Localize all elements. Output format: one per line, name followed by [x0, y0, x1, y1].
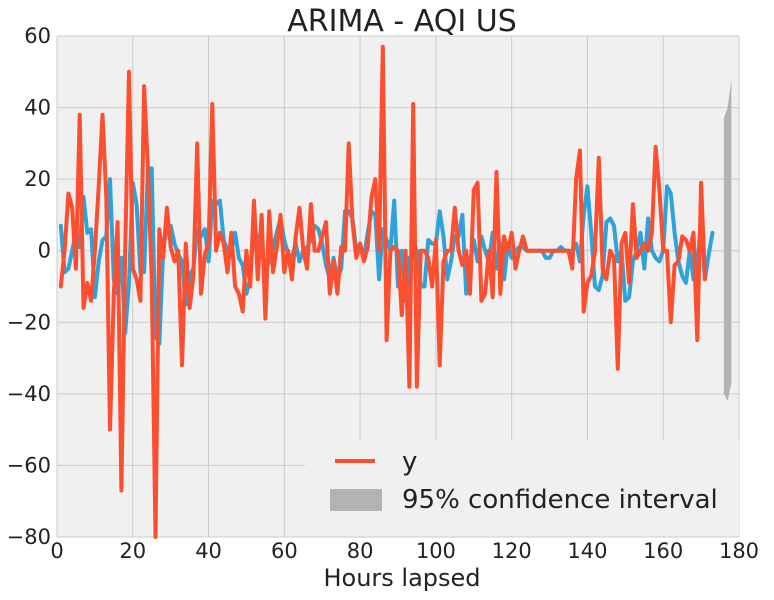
y-tick-label: 40: [24, 96, 51, 120]
tick-labels: 0 20 40 60 80 100 120 140 160 180 60 40 20 0 −20 −40 −60…: [7, 24, 759, 563]
y-tick-label: −80: [7, 525, 51, 549]
x-tick-label: 0: [50, 539, 63, 563]
y-tick-label: −20: [7, 310, 51, 334]
x-tick-label: 100: [416, 539, 456, 563]
legend-label-y: y: [402, 447, 417, 477]
y-tick-label: −40: [7, 382, 51, 406]
x-axis-label: Hours lapsed: [323, 564, 480, 592]
legend-box: [305, 440, 739, 536]
y-tick-label: −60: [7, 453, 51, 477]
y-tick-label: 60: [24, 24, 51, 48]
x-tick-label: 60: [271, 539, 298, 563]
x-tick-label: 140: [567, 539, 607, 563]
series-lines: [58, 44, 715, 539]
x-tick-label: 40: [195, 539, 222, 563]
chart-title: ARIMA - AQI US: [287, 4, 517, 39]
x-tick-label: 180: [719, 539, 759, 563]
legend-swatch-confidence-interval: [330, 489, 382, 511]
legend-label-confidence-interval: 95% confidence interval: [402, 485, 718, 515]
y-tick-label: 0: [38, 239, 51, 263]
x-tick-label: 120: [492, 539, 532, 563]
series-line-y: [58, 44, 707, 539]
x-tick-label: 20: [119, 539, 146, 563]
y-tick-label: 20: [24, 167, 51, 191]
legend: y 95% confidence interval: [305, 440, 739, 536]
confidence-interval-band: [723, 78, 732, 402]
x-tick-label: 160: [643, 539, 683, 563]
confidence-interval: [723, 78, 732, 402]
x-tick-label: 80: [347, 539, 374, 563]
